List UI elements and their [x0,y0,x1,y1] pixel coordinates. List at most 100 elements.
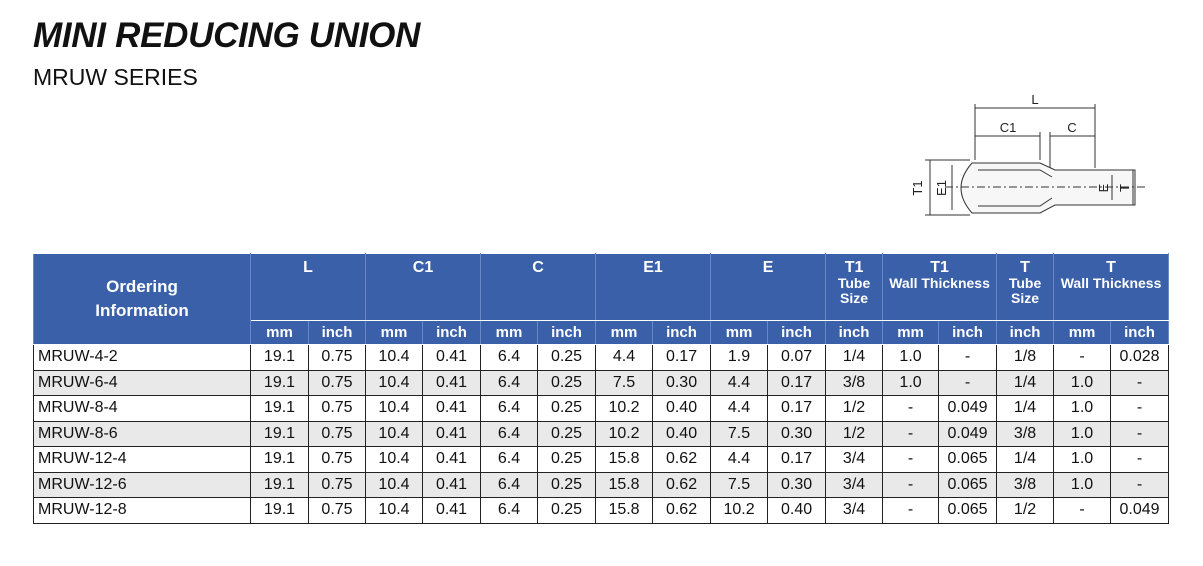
header-title: T [1020,259,1030,276]
data-cell: 10.4 [365,395,423,422]
data-cell: 3/8 [825,369,884,396]
header-title: C1 [412,259,434,276]
data-row: MRUW-12-4 19.1 0.75 10.4 0.41 6.4 0.25 15.8 0.62… [33,446,1170,473]
label-l: L [1031,92,1038,107]
data-cell: 0.75 [308,497,366,524]
data-cell: MRUW-12-4 [33,446,251,473]
data-cell: 6.4 [480,395,539,422]
data-cell: - [882,497,940,524]
data-cell: 7.5 [710,420,769,447]
data-cell: 19.1 [250,471,309,498]
data-cell: 1.0 [1053,471,1112,498]
header-subtitle: Wall Thickness [1060,275,1162,291]
data-cell: 0.75 [308,395,366,422]
data-cell: 4.4 [595,344,654,371]
unit-cell: inch [421,320,482,345]
data-cell: 10.2 [595,420,654,447]
unit-cell: mm [480,320,539,345]
data-cell: 0.41 [421,446,482,473]
data-cell: 10.4 [365,497,423,524]
data-cell: 19.1 [250,369,309,396]
unit-cell: inch [652,320,712,345]
data-cell: 0.30 [652,369,712,396]
data-cell: 1/8 [996,344,1055,371]
data-cell: - [882,420,940,447]
label-c: C [1067,120,1076,135]
unit-cell: inch [537,320,597,345]
data-cell: 0.25 [537,497,597,524]
unit-row: mm inch mm inch mm inch mm inch mm inch inch mm inch… [34,320,1170,345]
data-cell: 1.9 [710,344,769,371]
data-cell: 0.028 [1110,344,1170,371]
data-cell: 0.75 [308,369,366,396]
data-cell: 3/4 [825,471,884,498]
data-cell: - [1110,420,1170,447]
data-row: MRUW-8-6 19.1 0.75 10.4 0.41 6.4 0.25 10.2 0.40 7… [33,420,1170,447]
unit-cell: inch [825,320,884,345]
label-t: T [1117,184,1132,192]
data-cell: 19.1 [250,395,309,422]
data-cell: 0.41 [421,395,482,422]
data-cell: 10.4 [365,344,423,371]
data-cell: 3/8 [996,420,1055,447]
data-cell: 4.4 [710,395,769,422]
header-row: Ordering Information L C1 C E1 E T1 Tube Size T1… [33,253,1170,345]
header-cell: C [480,253,597,321]
data-cell: 1/4 [825,344,884,371]
data-cell: 1/2 [825,395,884,422]
data-cell: 0.30 [767,420,827,447]
data-cell: - [882,446,940,473]
data-cell: 10.2 [595,395,654,422]
data-cell: 1/2 [825,420,884,447]
data-row: MRUW-8-4 19.1 0.75 10.4 0.41 6.4 0.25 10.2 0.40 4… [33,395,1170,422]
data-cell: 3/4 [825,446,884,473]
unit-cell: mm [250,320,309,345]
data-cell: - [882,395,940,422]
header-cell: T Tube Size [996,253,1055,321]
data-cell: 6.4 [480,344,539,371]
data-cell: 3/4 [825,497,884,524]
unit-cell: inch [1110,320,1170,345]
subtitle: MRUW SERIES [33,64,198,90]
spec-table: Ordering Information L C1 C E1 E T1 Tube Size T1… [33,253,1170,524]
data-cell: 19.1 [250,344,309,371]
unit-cell: mm [882,320,940,345]
data-cell: - [1110,369,1170,396]
data-cell: 0.07 [767,344,827,371]
data-cell: 0.17 [767,446,827,473]
title: MINI REDUCING UNION [33,16,421,55]
data-cell: 6.4 [480,446,539,473]
data-cell: 1.0 [1053,446,1112,473]
label-e1: E1 [934,180,949,196]
header-title: L [303,259,313,276]
data-cell: 0.62 [652,497,712,524]
data-cell: 1.0 [882,344,940,371]
data-cell: 0.40 [767,497,827,524]
data-cell: 7.5 [595,369,654,396]
header-cell: E [710,253,827,321]
data-cell: 19.1 [250,497,309,524]
data-cell: 15.8 [595,446,654,473]
data-cell: 0.40 [652,420,712,447]
header-subtitle: Wall Thickness [889,275,990,291]
data-cell: 0.75 [308,471,366,498]
data-cell: 4.4 [710,369,769,396]
data-cell: 1.0 [882,369,940,396]
data-row: MRUW-6-4 19.1 0.75 10.4 0.41 6.4 0.25 7.5 0.30 4.… [33,369,1170,396]
data-cell: 10.4 [365,369,423,396]
header-cell: T1 Tube Size [825,253,884,321]
unit-cell: mm [710,320,769,345]
data-cell: 0.065 [938,471,998,498]
header-cell: C1 [364,253,482,321]
data-cell: 15.8 [595,471,654,498]
data-row: MRUW-12-6 19.1 0.75 10.4 0.41 6.4 0.25 15.8 0.62… [33,471,1170,498]
data-cell: 19.1 [250,420,309,447]
header-title: T [1106,259,1116,276]
label-e: E [1096,183,1111,192]
data-cell: 1.0 [1053,420,1112,447]
data-cell: 0.049 [1110,497,1170,524]
data-cell: 0.065 [938,497,998,524]
unit-cell: mm [365,320,423,345]
header-cell: Ordering Information [33,253,251,345]
data-cell: 0.62 [652,446,712,473]
